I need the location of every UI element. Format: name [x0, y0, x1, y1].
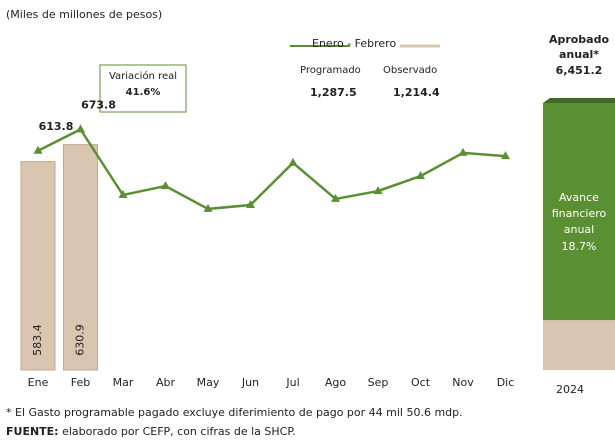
legend-total: 1,287.5	[310, 86, 357, 99]
line	[37, 127, 506, 211]
annual-bar-top	[543, 98, 615, 103]
point-label: 673.8	[81, 98, 116, 111]
annotation-box	[99, 64, 187, 113]
annual-category: 2024	[556, 383, 584, 396]
x-tick-label: Ago	[325, 376, 347, 389]
source-text: elaborado por CEFP, con cifras de la SHC…	[62, 425, 296, 438]
marker	[416, 171, 425, 180]
x-tick-label: May	[197, 376, 220, 389]
legend-total: 1,214.4	[393, 86, 440, 99]
source-label: FUENTE:	[6, 425, 59, 438]
marker	[246, 200, 255, 208]
bar	[20, 161, 56, 371]
marker	[161, 181, 170, 190]
marker	[288, 157, 298, 166]
x-tick-label: Dic	[497, 376, 515, 389]
bar-label: 630.9	[74, 324, 87, 356]
marker	[373, 186, 383, 195]
annual-title: Aprobado anual*	[548, 33, 610, 61]
source: FUENTE: elaborado por CEFP, con cifras d…	[6, 425, 296, 438]
x-tick-label: Abr	[156, 376, 176, 389]
legend-entry: Programado	[300, 65, 361, 76]
x-tick-label: Mar	[113, 376, 134, 389]
annotation-title: Variación real	[108, 71, 178, 82]
marker	[76, 124, 85, 133]
footnote: * El Gasto programable pagado excluye di…	[6, 406, 463, 419]
x-tick-label: Oct	[411, 376, 431, 389]
x-tick-label: Nov	[452, 376, 474, 389]
unit-note: (Miles de millones de pesos)	[6, 8, 163, 21]
x-tick-label: Jun	[241, 376, 259, 389]
bar	[63, 144, 98, 371]
marker	[203, 203, 213, 212]
annotation-value: 41.6%	[125, 87, 161, 98]
progress-title: Avance financiero anual	[551, 191, 607, 236]
legend-entry: Observado	[383, 65, 438, 76]
x-tick-label: Sep	[368, 376, 389, 389]
marker	[458, 147, 468, 156]
marker	[118, 190, 128, 198]
marker	[501, 151, 510, 160]
x-tick-label: Jul	[285, 376, 299, 389]
legend-title: Enero - Febrero	[312, 37, 397, 50]
x-tick-label: Feb	[71, 376, 90, 389]
progress-value: 18.7%	[561, 240, 597, 253]
x-tick-label: Ene	[28, 376, 49, 389]
marker	[33, 145, 43, 154]
progress-bar	[543, 320, 615, 370]
bar-label: 583.4	[31, 324, 44, 356]
annual-total: 6,451.2	[555, 64, 603, 77]
marker	[331, 193, 340, 202]
point-label: 613.8	[39, 120, 74, 133]
